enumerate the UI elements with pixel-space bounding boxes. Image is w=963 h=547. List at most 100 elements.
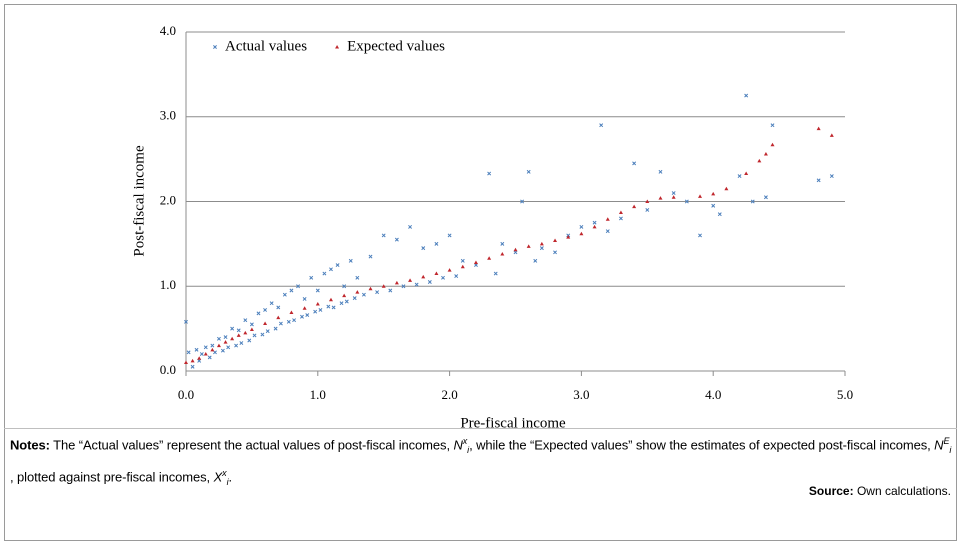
point	[184, 319, 188, 324]
point	[454, 274, 459, 279]
point	[414, 282, 419, 287]
notes-text: .	[228, 469, 232, 485]
y-axis-title: Post-fiscal income	[131, 145, 147, 257]
point	[186, 350, 191, 355]
point	[318, 308, 323, 312]
point	[348, 258, 353, 263]
point	[263, 321, 268, 326]
point	[816, 126, 821, 131]
point	[460, 258, 465, 263]
point	[408, 224, 413, 229]
point	[328, 297, 333, 302]
point	[197, 356, 202, 360]
math-base: X	[213, 469, 223, 485]
notes-text: The “Actual values” represent the actual…	[49, 437, 454, 453]
point	[249, 327, 254, 331]
point	[256, 311, 261, 316]
point	[265, 329, 270, 334]
point	[381, 233, 386, 238]
point	[289, 310, 294, 315]
point	[199, 352, 204, 357]
notes: Notes: The “Actual values” represent the…	[10, 430, 954, 494]
point	[296, 284, 300, 289]
separator	[4, 428, 957, 429]
point	[632, 204, 637, 209]
legend-label: Expected values	[347, 38, 445, 54]
point	[401, 284, 406, 289]
point	[286, 319, 291, 324]
point	[276, 315, 281, 320]
point	[592, 220, 597, 225]
point	[770, 142, 775, 147]
point	[276, 305, 281, 310]
point	[226, 345, 231, 350]
point	[526, 169, 531, 174]
y-tick-label: 2.0	[160, 192, 176, 207]
point	[236, 333, 241, 337]
point	[605, 217, 610, 221]
notes-text: , plotted against pre-fiscal incomes,	[10, 469, 214, 485]
y-tick-label: 1.0	[160, 277, 176, 292]
point	[658, 169, 663, 174]
point	[243, 330, 248, 335]
point	[763, 152, 768, 156]
point	[711, 191, 716, 196]
math-sub: i	[467, 444, 470, 455]
math-sup: E	[943, 436, 950, 446]
point	[273, 326, 278, 331]
point	[520, 199, 525, 204]
point	[829, 174, 834, 179]
point	[315, 288, 320, 293]
y-tick-label: 3.0	[160, 108, 176, 123]
point	[203, 352, 208, 356]
point	[421, 246, 426, 251]
point	[381, 284, 386, 288]
point	[724, 186, 729, 191]
frame	[4, 4, 957, 541]
point	[292, 318, 297, 323]
point	[500, 252, 505, 256]
point	[533, 258, 538, 263]
point	[355, 290, 360, 294]
legend-label: Actual values	[225, 38, 307, 54]
point	[344, 299, 349, 304]
point	[368, 286, 373, 291]
point	[526, 244, 531, 248]
point	[632, 161, 637, 166]
point	[210, 347, 215, 352]
point	[473, 260, 478, 265]
point	[361, 292, 366, 297]
math-base: N	[453, 437, 463, 453]
point	[305, 313, 310, 318]
point	[605, 229, 610, 234]
point	[698, 194, 703, 198]
point	[698, 233, 702, 238]
point	[460, 264, 465, 269]
point	[352, 296, 357, 301]
point	[289, 288, 294, 293]
point	[737, 174, 742, 179]
point	[717, 212, 722, 217]
point	[592, 224, 597, 229]
point	[375, 290, 380, 295]
x-tick-label: 0.0	[178, 387, 194, 402]
point	[216, 343, 221, 348]
point	[184, 360, 188, 365]
math-sub: i	[949, 444, 952, 455]
point	[684, 199, 689, 204]
point	[207, 355, 212, 360]
x-tick-label: 3.0	[573, 387, 589, 402]
math-sup: x	[222, 467, 227, 478]
point	[513, 247, 518, 252]
point	[220, 348, 225, 353]
x-axis-title: Pre-fiscal income	[460, 415, 566, 430]
point	[566, 235, 571, 239]
point	[487, 171, 492, 176]
point	[342, 284, 347, 289]
legend-marker	[335, 45, 340, 49]
math: Xxi	[214, 462, 229, 494]
point	[579, 224, 584, 229]
point	[553, 238, 558, 242]
point	[243, 318, 248, 323]
